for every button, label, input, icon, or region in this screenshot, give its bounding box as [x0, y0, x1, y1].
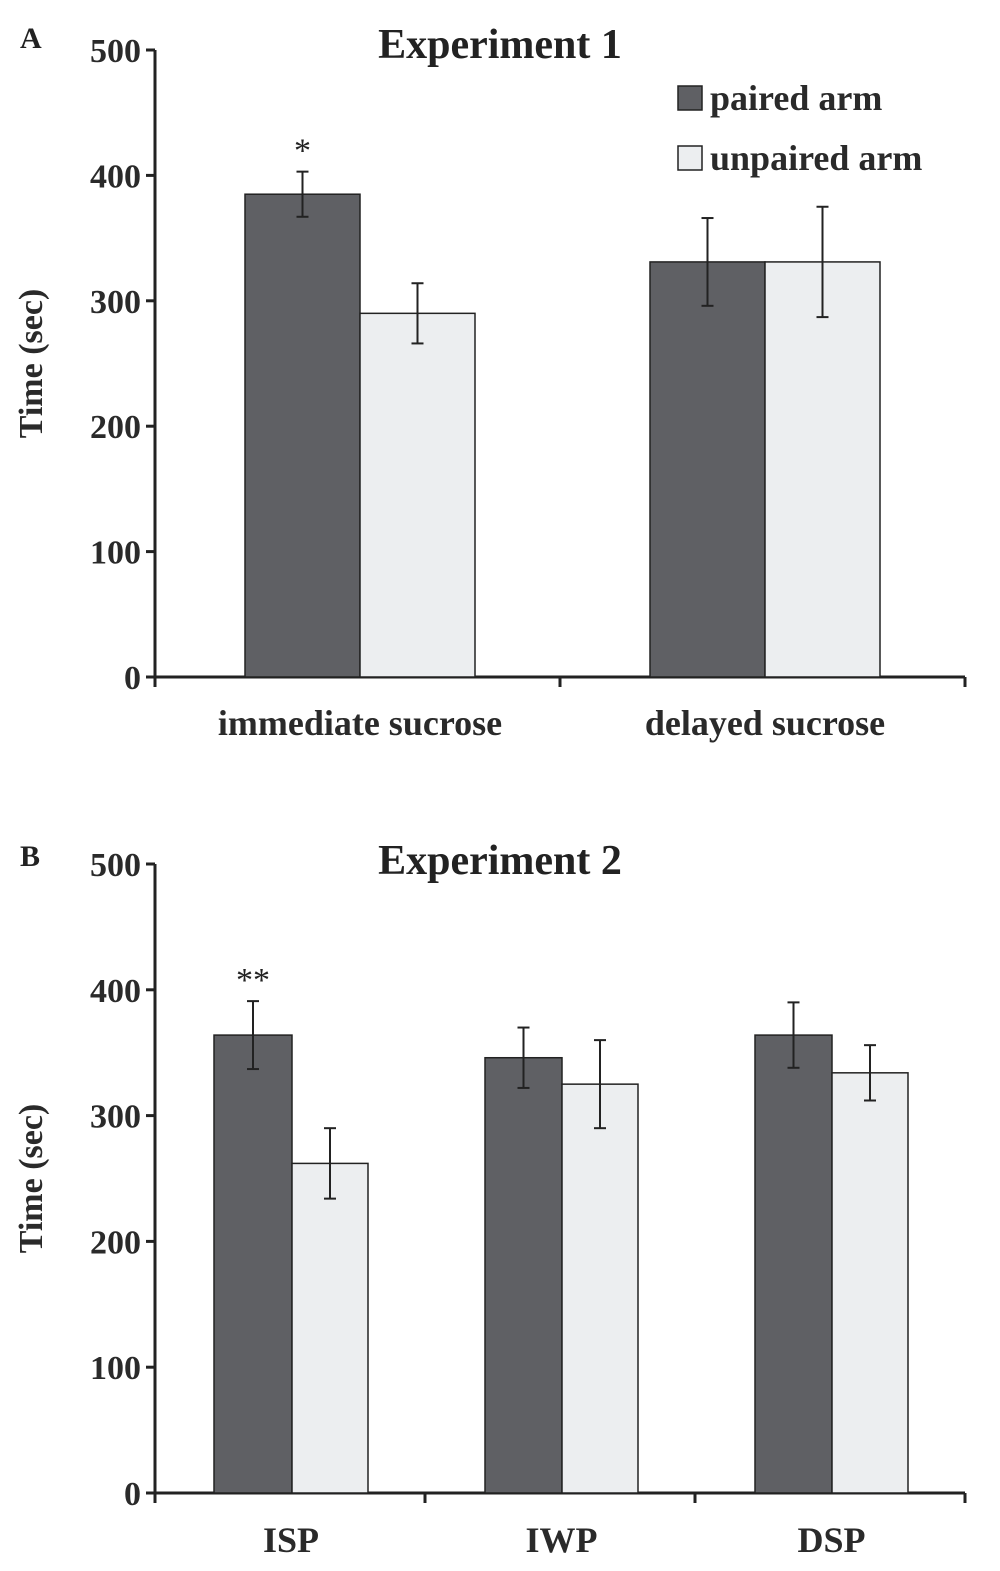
legend-label: paired arm: [710, 78, 882, 118]
y-tick-label: 0: [124, 1476, 141, 1513]
legend-label: unpaired arm: [710, 138, 922, 178]
x-category-label: immediate sucrose: [218, 703, 502, 743]
y-tick-label: 100: [90, 1350, 141, 1387]
x-category-label: ISP: [263, 1520, 319, 1560]
bar: [764, 261, 881, 678]
panel-label: B: [20, 840, 40, 873]
bar: [359, 312, 476, 678]
y-tick-label: 200: [90, 409, 141, 446]
chart-title: Experiment 2: [378, 838, 622, 884]
significance-marker: **: [236, 962, 270, 999]
significance-marker: *: [294, 133, 311, 170]
x-category-label: DSP: [797, 1520, 865, 1560]
legend-swatch: [677, 145, 703, 171]
bar: [213, 1034, 293, 1494]
legend-swatch: [677, 85, 703, 111]
y-tick-label: 400: [90, 973, 141, 1010]
y-tick-label: 500: [90, 33, 141, 70]
x-category-label: delayed sucrose: [645, 703, 885, 743]
bar: [244, 193, 361, 678]
y-axis-label: Time (sec): [13, 289, 50, 438]
chart-title: Experiment 1: [378, 22, 622, 68]
bar: [484, 1056, 563, 1494]
bar: [561, 1083, 639, 1494]
bar: [754, 1034, 833, 1494]
y-tick-label: 300: [90, 284, 141, 321]
bar: [649, 261, 766, 678]
y-tick-label: 0: [124, 660, 141, 697]
bar: [831, 1072, 909, 1494]
y-tick-label: 100: [90, 535, 141, 572]
panel-label: A: [20, 22, 42, 55]
x-category-label: IWP: [526, 1520, 598, 1560]
y-axis-label: Time (sec): [13, 1104, 50, 1253]
y-tick-label: 300: [90, 1099, 141, 1136]
y-tick-label: 200: [90, 1224, 141, 1261]
y-tick-label: 500: [90, 847, 141, 884]
bar: [291, 1162, 369, 1494]
y-tick-label: 400: [90, 158, 141, 195]
